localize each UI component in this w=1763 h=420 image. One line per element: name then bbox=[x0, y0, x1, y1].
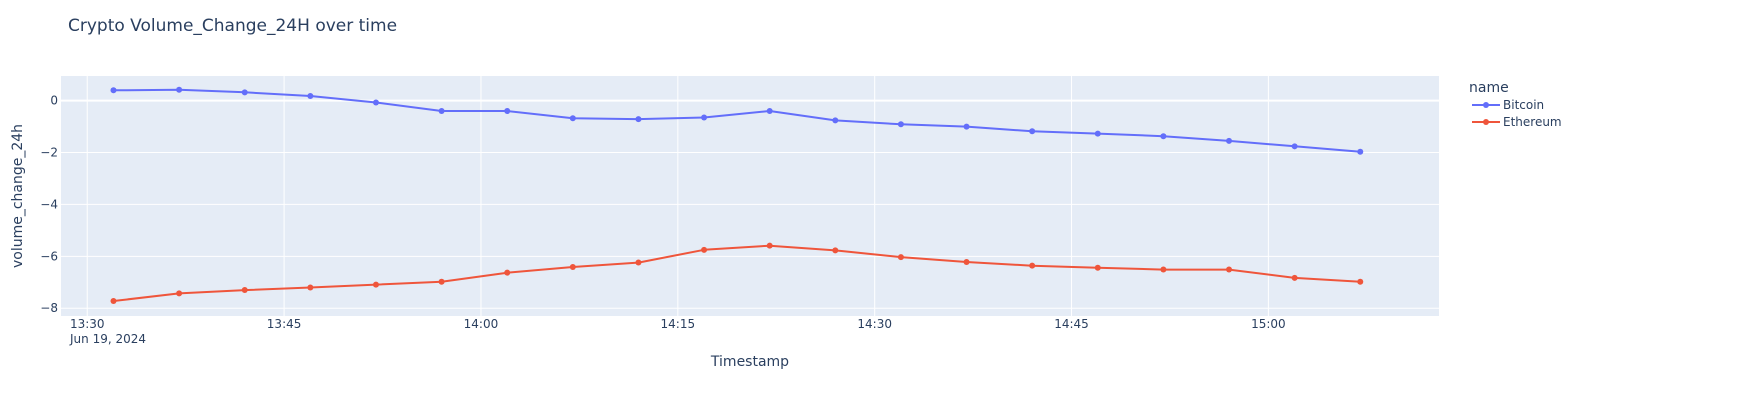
ethereum-point[interactable] bbox=[1094, 264, 1101, 271]
chart-title: Crypto Volume_Change_24H over time bbox=[68, 16, 397, 36]
y-axis-ticks: 0 −2 −4 −6 −8 bbox=[40, 94, 58, 316]
legend-item-ethereum[interactable]: Ethereum bbox=[1472, 115, 1562, 129]
ethereum-point[interactable] bbox=[897, 254, 904, 261]
ethereum-point[interactable] bbox=[372, 281, 379, 288]
legend-label-bitcoin: Bitcoin bbox=[1503, 98, 1544, 112]
ethereum-line[interactable] bbox=[113, 244, 1361, 302]
ethereum-point[interactable] bbox=[635, 259, 642, 266]
ethereum-point[interactable] bbox=[569, 263, 576, 270]
bitcoin-point[interactable] bbox=[1291, 143, 1298, 150]
legend-item-bitcoin[interactable]: Bitcoin bbox=[1472, 98, 1544, 112]
ethereum-point[interactable] bbox=[1226, 266, 1233, 273]
ethereum-series bbox=[110, 242, 1364, 304]
x-tick-label: 13:30 bbox=[70, 317, 105, 331]
plot-area[interactable] bbox=[61, 76, 1439, 316]
ethereum-point[interactable] bbox=[963, 259, 970, 266]
ethereum-point[interactable] bbox=[504, 269, 511, 276]
bitcoin-point[interactable] bbox=[504, 108, 511, 115]
ethereum-point[interactable] bbox=[701, 246, 708, 253]
bitcoin-point[interactable] bbox=[241, 89, 248, 96]
x-tick-label: 14:00 bbox=[464, 317, 499, 331]
y-tick-label: 0 bbox=[50, 94, 58, 108]
bitcoin-point[interactable] bbox=[307, 92, 314, 99]
bitcoin-point[interactable] bbox=[176, 86, 183, 93]
y-axis-title: volume_change_24h bbox=[10, 124, 26, 268]
series-lines bbox=[110, 86, 1364, 304]
bitcoin-line[interactable] bbox=[113, 88, 1361, 153]
bitcoin-point[interactable] bbox=[897, 121, 904, 128]
x-axis-date-label: Jun 19, 2024 bbox=[69, 332, 146, 346]
legend-marker-bitcoin bbox=[1483, 102, 1489, 108]
y-tick-label: −8 bbox=[40, 301, 58, 315]
legend-label-ethereum: Ethereum bbox=[1503, 115, 1562, 129]
bitcoin-point[interactable] bbox=[766, 108, 773, 115]
bitcoin-point[interactable] bbox=[110, 87, 117, 94]
ethereum-point[interactable] bbox=[832, 247, 839, 254]
ethereum-point[interactable] bbox=[1291, 274, 1298, 281]
bitcoin-point[interactable] bbox=[438, 108, 445, 115]
ethereum-point[interactable] bbox=[766, 242, 773, 249]
x-tick-label: 13:45 bbox=[267, 317, 302, 331]
x-tick-label: 14:45 bbox=[1054, 317, 1089, 331]
x-axis-ticks: 13:30 13:45 14:00 14:15 14:30 14:45 15:00 bbox=[70, 317, 1286, 331]
x-tick-label: 14:15 bbox=[661, 317, 696, 331]
gridlines bbox=[61, 76, 1439, 316]
x-axis-title: Timestamp bbox=[710, 354, 789, 370]
ethereum-point[interactable] bbox=[241, 287, 248, 294]
bitcoin-series bbox=[110, 86, 1364, 155]
ethereum-point[interactable] bbox=[438, 278, 445, 285]
bitcoin-point[interactable] bbox=[1094, 130, 1101, 137]
bitcoin-point[interactable] bbox=[963, 123, 970, 130]
legend-marker-ethereum bbox=[1483, 119, 1489, 125]
bitcoin-point[interactable] bbox=[569, 115, 576, 122]
ethereum-point[interactable] bbox=[1160, 266, 1167, 273]
y-tick-label: −2 bbox=[40, 146, 58, 160]
bitcoin-point[interactable] bbox=[701, 114, 708, 121]
bitcoin-point[interactable] bbox=[1029, 128, 1036, 135]
bitcoin-point[interactable] bbox=[635, 116, 642, 123]
ethereum-point[interactable] bbox=[1029, 262, 1036, 269]
y-tick-label: −6 bbox=[40, 249, 58, 263]
x-tick-label: 14:30 bbox=[857, 317, 892, 331]
y-tick-label: −4 bbox=[40, 197, 58, 211]
legend: name Bitcoin Ethereum bbox=[1469, 80, 1562, 129]
bitcoin-point[interactable] bbox=[832, 117, 839, 124]
ethereum-point[interactable] bbox=[307, 284, 314, 291]
legend-title: name bbox=[1469, 80, 1509, 96]
bitcoin-point[interactable] bbox=[1226, 137, 1233, 144]
ethereum-point[interactable] bbox=[176, 290, 183, 297]
x-tick-label: 15:00 bbox=[1251, 317, 1286, 331]
bitcoin-point[interactable] bbox=[372, 99, 379, 106]
bitcoin-point[interactable] bbox=[1357, 148, 1364, 155]
ethereum-point[interactable] bbox=[110, 297, 117, 304]
bitcoin-point[interactable] bbox=[1160, 133, 1167, 140]
ethereum-point[interactable] bbox=[1357, 278, 1364, 285]
